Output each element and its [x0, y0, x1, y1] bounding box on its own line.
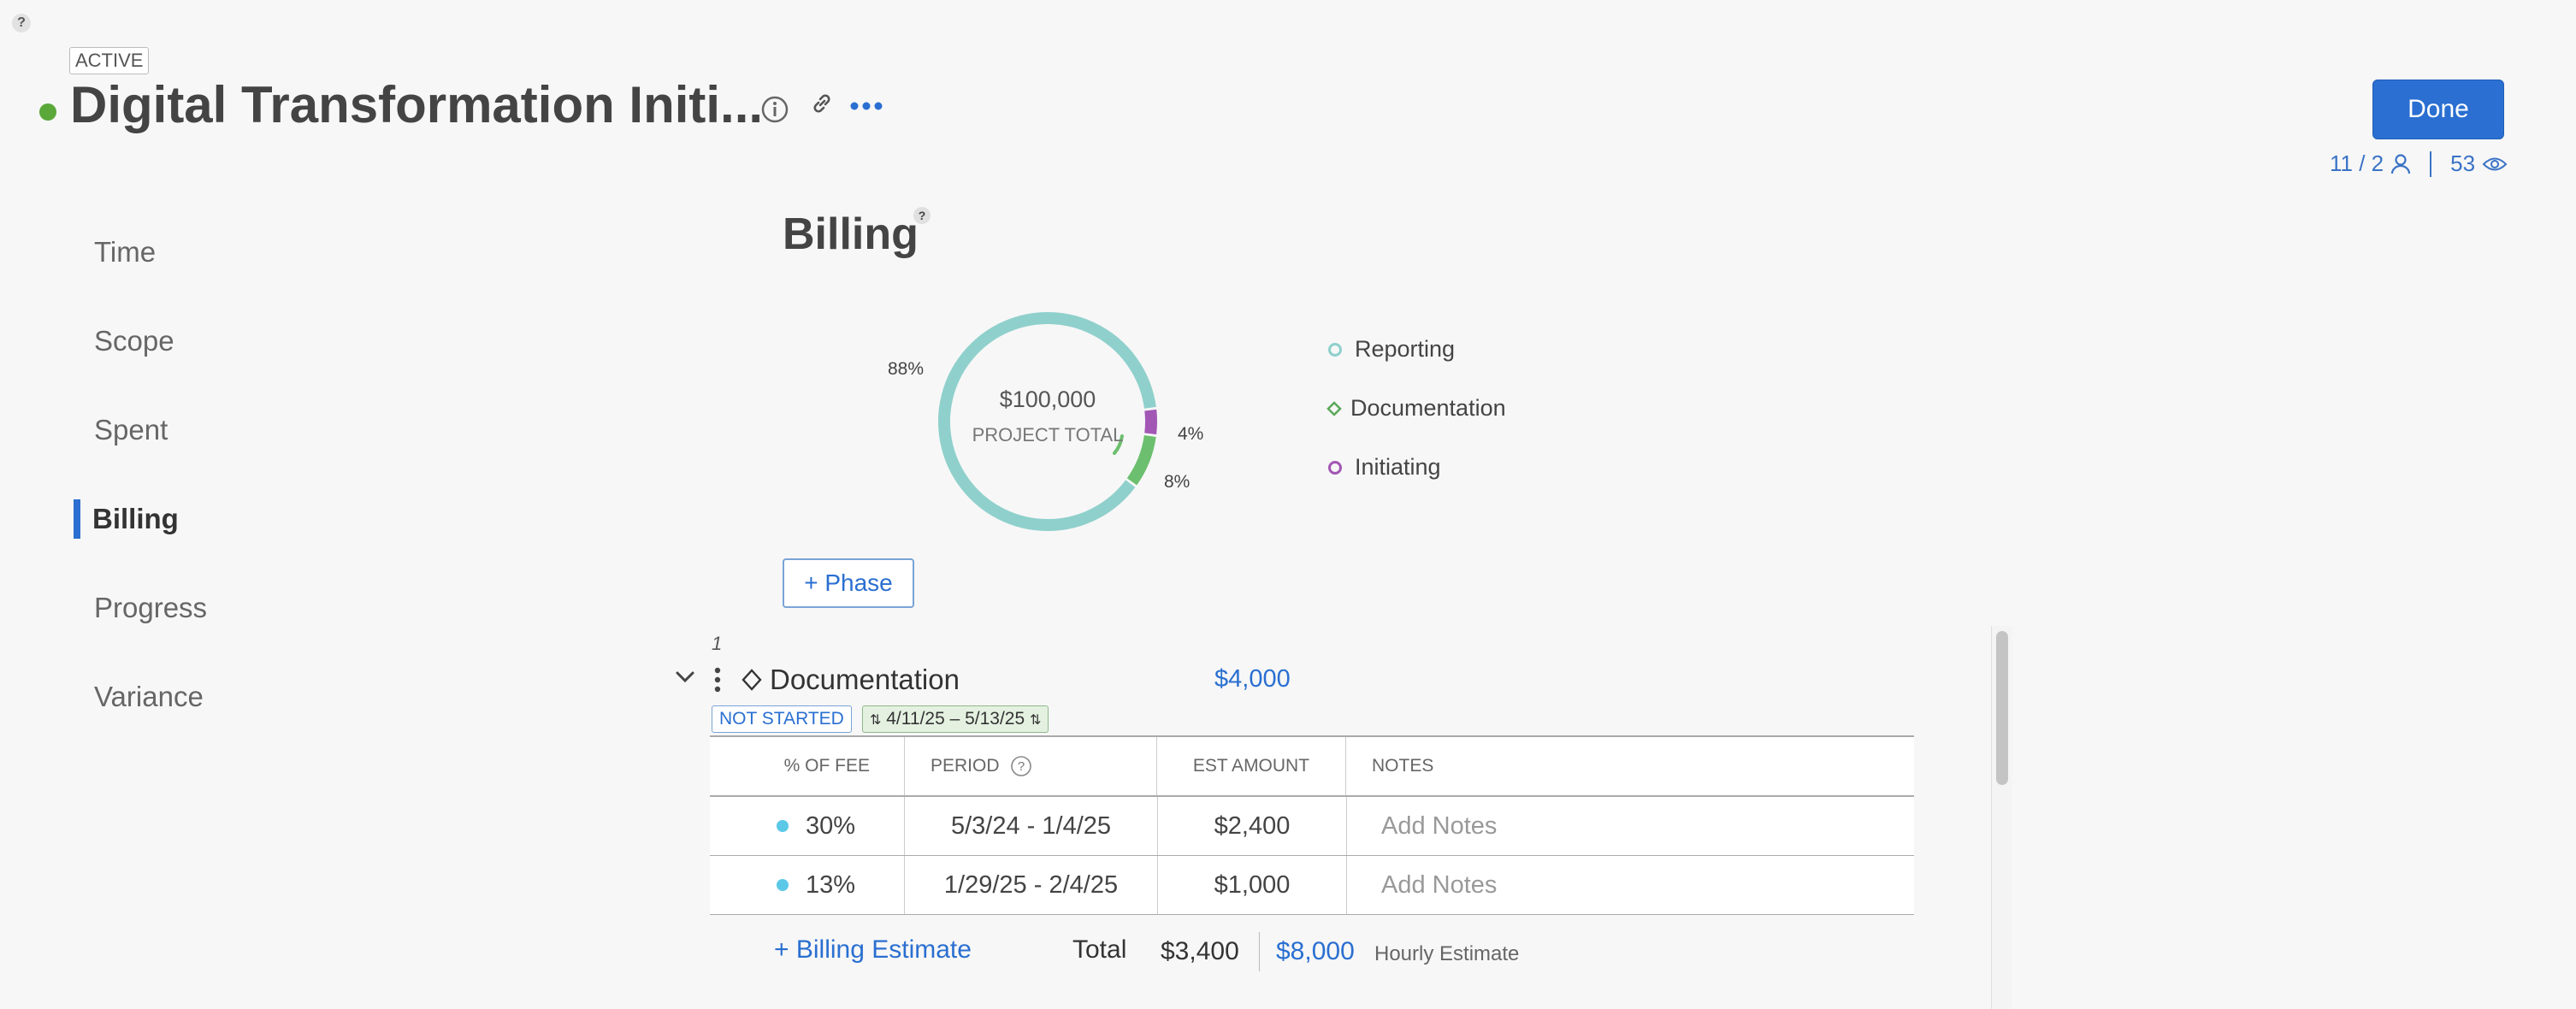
- legend-label: Reporting: [1355, 336, 1456, 362]
- donut-segment-documentation[interactable]: [1126, 434, 1156, 486]
- page-title: Digital Transformation Initi...: [70, 76, 764, 133]
- period-cell[interactable]: 5/3/24 - 1/4/25: [905, 797, 1158, 855]
- active-indicator: [74, 499, 80, 539]
- status-tag: ACTIVE: [69, 47, 150, 74]
- views-count: 53: [2450, 150, 2476, 176]
- table-row: 30% 5/3/24 - 1/4/25 $2,400 Add Notes: [710, 797, 1914, 856]
- help-icon[interactable]: ?: [12, 14, 31, 32]
- divider: [1259, 932, 1260, 971]
- kebab-menu-icon[interactable]: [713, 667, 722, 697]
- donut-total-label: PROJECT TOTAL: [972, 424, 1124, 445]
- scrollbar-thumb[interactable]: [1996, 631, 2008, 785]
- pct-label-reporting: 88%: [888, 359, 925, 379]
- billing-donut-chart: [938, 312, 1157, 531]
- hourly-estimate-value: $8,000: [1276, 937, 1355, 965]
- eye-icon: [2482, 157, 2508, 170]
- section-title: Billing: [783, 209, 919, 259]
- status-dot: [39, 103, 56, 121]
- column-header-amount: EST AMOUNT: [1157, 737, 1346, 795]
- chevron-down-icon[interactable]: [674, 669, 696, 690]
- amount-cell[interactable]: $2,400: [1158, 797, 1347, 855]
- amount-cell[interactable]: $1,000: [1158, 856, 1347, 914]
- team-counts[interactable]: 11 / 2 53: [2330, 150, 2508, 177]
- date-end-icon: ⇅: [1030, 713, 1042, 728]
- notes-input[interactable]: Add Notes: [1381, 811, 1498, 840]
- sidebar-item-scope[interactable]: Scope: [94, 325, 174, 357]
- add-phase-button[interactable]: + Phase: [783, 558, 914, 608]
- period-cell[interactable]: 1/29/25 - 2/4/25: [905, 856, 1158, 914]
- legend-label: Initiating: [1355, 454, 1441, 480]
- row-dot: [777, 820, 789, 832]
- column-header-fee: % OF FEE: [710, 737, 905, 795]
- notes-input[interactable]: Add Notes: [1381, 870, 1498, 899]
- row-dot: [777, 879, 789, 891]
- svg-text:?: ?: [1017, 759, 1024, 774]
- table-header: % OF FEE PERIOD ? EST AMOUNT NOTES: [710, 737, 1914, 797]
- done-button[interactable]: Done: [2372, 80, 2504, 139]
- people-count: 11 / 2: [2330, 150, 2384, 176]
- sidebar-item-billing[interactable]: Billing: [92, 503, 179, 534]
- billing-estimates-table: % OF FEE PERIOD ? EST AMOUNT NOTES 30% 5…: [710, 735, 1914, 915]
- total-value: $3,400: [1161, 937, 1239, 965]
- hourly-estimate-label: Hourly Estimate: [1374, 942, 1520, 965]
- link-icon[interactable]: [809, 91, 835, 116]
- phase-diamond-icon: [1326, 400, 1342, 416]
- add-billing-estimate-button[interactable]: + Billing Estimate: [774, 935, 972, 964]
- sidebar-item-time[interactable]: Time: [94, 236, 157, 268]
- fee-cell[interactable]: 30%: [710, 797, 905, 855]
- date-range-badge[interactable]: ⇅ 4/11/25 – 5/13/25 ⇅: [862, 705, 1049, 733]
- phase-index: 1: [712, 633, 723, 654]
- help-icon[interactable]: ?: [913, 207, 931, 224]
- pct-label-initiating: 4%: [1178, 424, 1204, 444]
- column-header-period: PERIOD ?: [905, 737, 1157, 795]
- legend-item-reporting[interactable]: Reporting: [1327, 336, 1455, 363]
- fee-cell[interactable]: 13%: [710, 856, 905, 914]
- sidebar-item-spent[interactable]: Spent: [94, 414, 168, 445]
- donut-segment-initiating[interactable]: [1144, 409, 1157, 434]
- info-icon[interactable]: [759, 94, 790, 125]
- legend-label: Documentation: [1350, 395, 1506, 421]
- phase-name[interactable]: Documentation: [770, 664, 960, 695]
- date-start-icon: ⇅: [870, 713, 882, 728]
- sidebar-item-variance[interactable]: Variance: [94, 681, 204, 712]
- date-range: 4/11/25 – 5/13/25: [886, 709, 1025, 729]
- more-icon[interactable]: [849, 97, 883, 115]
- total-label: Total: [1072, 935, 1127, 964]
- donut-marker: [1113, 434, 1124, 455]
- legend-item-initiating[interactable]: Initiating: [1327, 454, 1441, 481]
- divider: [2430, 150, 2432, 177]
- status-badge[interactable]: NOT STARTED: [712, 705, 852, 733]
- phase-diamond-icon: [741, 668, 763, 696]
- help-icon[interactable]: ?: [1010, 755, 1032, 777]
- phase-amount[interactable]: $4,000: [1214, 665, 1291, 693]
- legend-item-documentation[interactable]: Documentation: [1326, 395, 1506, 422]
- person-icon: [2391, 153, 2411, 174]
- pct-label-documentation: 8%: [1164, 472, 1191, 492]
- phase-circle-icon: [1328, 342, 1342, 357]
- phase-circle-icon: [1328, 460, 1342, 475]
- table-row: 13% 1/29/25 - 2/4/25 $1,000 Add Notes: [710, 856, 1914, 915]
- column-header-notes: NOTES: [1372, 756, 1434, 776]
- donut-segment-reporting[interactable]: [938, 312, 1156, 531]
- sidebar-item-progress[interactable]: Progress: [94, 592, 208, 623]
- donut-total: $100,000: [999, 386, 1096, 412]
